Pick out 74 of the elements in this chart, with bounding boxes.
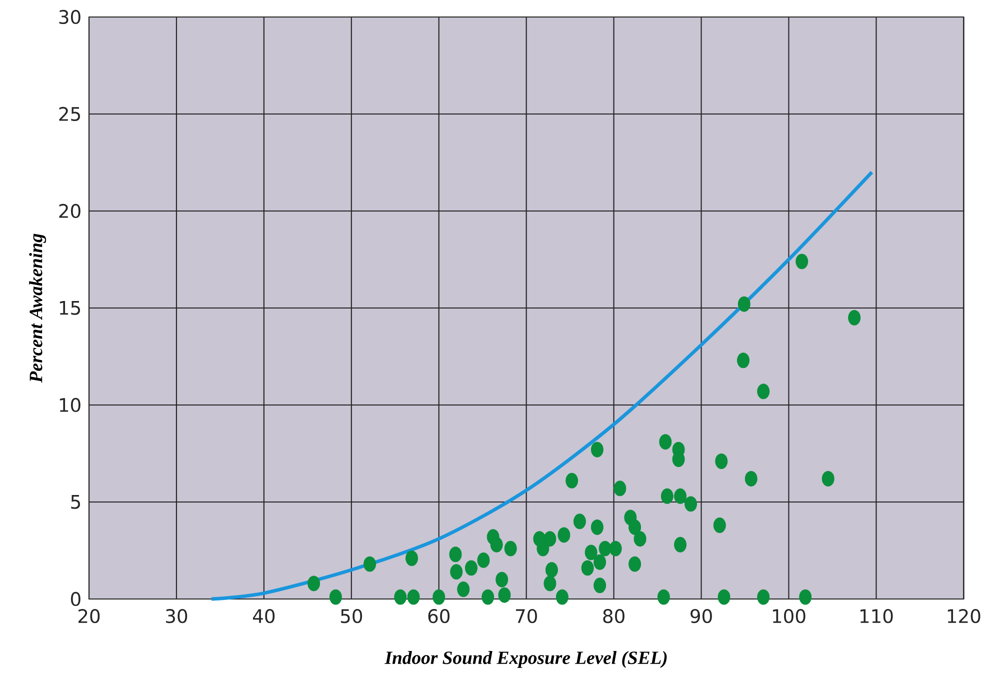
point <box>713 518 726 534</box>
point <box>406 550 418 566</box>
y-axis-title: Percent Awakening <box>29 234 46 383</box>
point <box>684 496 698 512</box>
y-tick-label: 20 <box>59 204 80 218</box>
point <box>566 472 578 488</box>
point <box>634 531 646 547</box>
point <box>594 578 606 594</box>
y-tick-label: 0 <box>70 592 80 606</box>
point <box>329 589 342 605</box>
y-tick-label: 15 <box>60 301 80 315</box>
point <box>407 589 420 605</box>
point <box>504 540 517 556</box>
point <box>450 564 463 580</box>
x-axis-title: Indoor Sound Exposure Level (SEL) <box>384 650 667 668</box>
point <box>799 589 812 605</box>
point <box>757 589 770 605</box>
y-tick-label: 10 <box>60 398 80 412</box>
point <box>594 554 606 570</box>
point <box>738 296 750 312</box>
point <box>477 552 490 568</box>
point <box>674 536 687 552</box>
point <box>718 589 730 605</box>
point <box>715 454 728 469</box>
point <box>432 589 446 605</box>
point <box>609 540 622 556</box>
y-tick-label: 30 <box>59 10 80 24</box>
point <box>573 514 586 530</box>
point <box>757 384 770 400</box>
x-tick-label: 40 <box>252 609 275 624</box>
point <box>464 560 478 576</box>
x-tick-label: 70 <box>516 609 537 624</box>
point <box>308 576 320 592</box>
y-tick-label: 5 <box>71 495 80 509</box>
point <box>364 556 376 572</box>
point <box>614 480 626 496</box>
point <box>590 442 604 458</box>
point <box>490 536 503 552</box>
point <box>449 546 462 562</box>
point <box>590 519 604 535</box>
x-tick-label: 30 <box>166 609 188 624</box>
point <box>482 589 494 605</box>
point <box>628 519 642 535</box>
point <box>660 488 674 504</box>
point <box>657 589 670 605</box>
point <box>498 587 511 603</box>
x-tick-label: 80 <box>603 609 624 624</box>
point <box>394 589 407 605</box>
point <box>584 544 598 560</box>
point <box>581 560 594 576</box>
x-tick-label: 50 <box>340 609 362 624</box>
point <box>457 582 470 598</box>
point <box>737 352 750 368</box>
x-tick-label: 100 <box>772 609 806 624</box>
point <box>659 434 672 450</box>
point <box>848 310 861 326</box>
point <box>496 572 508 588</box>
line-series <box>210 170 874 601</box>
x-tick-label: 120 <box>948 609 980 624</box>
point <box>744 470 758 486</box>
point <box>796 254 808 270</box>
point <box>545 562 558 578</box>
x-tick-label: 60 <box>428 609 450 624</box>
point <box>544 531 556 547</box>
x-tick-label: 110 <box>860 609 893 624</box>
point <box>556 589 568 605</box>
point <box>822 470 834 486</box>
point <box>558 527 570 543</box>
x-tick-label: 90 <box>690 609 712 624</box>
point <box>674 488 687 504</box>
y-tick-label: 25 <box>59 106 80 122</box>
point <box>628 556 642 572</box>
point <box>598 540 612 556</box>
point <box>544 576 556 592</box>
